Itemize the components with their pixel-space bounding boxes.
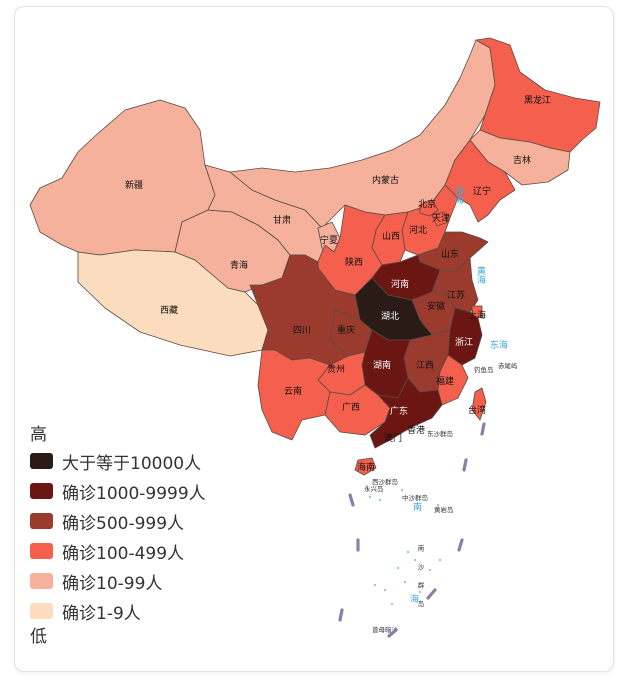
province-tianjin[interactable]	[431, 211, 449, 227]
legend-swatch	[30, 453, 53, 469]
label-guangxi: 广西	[342, 401, 360, 413]
label-guizhou: 贵州	[327, 363, 345, 375]
province-taiwan[interactable]	[471, 387, 487, 421]
label-hainan: 海南	[357, 461, 375, 473]
province-beijing[interactable]	[419, 199, 439, 217]
label-xinjiang: 新疆	[125, 179, 143, 191]
legend-item[interactable]: 确诊1000-9999人	[30, 476, 206, 506]
label-shanxi: 山西	[382, 231, 400, 242]
sea-nanhai-2: 海	[410, 593, 419, 605]
legend-swatch	[30, 513, 53, 529]
label-chongqing: 重庆	[337, 324, 355, 336]
sea-nanhai-1: 南	[413, 501, 422, 513]
label-neimenggu: 内蒙古	[372, 174, 399, 186]
label-shanghai: 上海	[468, 309, 486, 321]
province-hainan[interactable]	[354, 457, 377, 476]
label-guangdong: 广东	[390, 405, 408, 417]
label-jiangxi: 江西	[416, 360, 434, 371]
label-ningxia: 宁夏	[320, 234, 338, 246]
legend-high-label: 高	[30, 425, 47, 445]
label-henan: 河南	[391, 278, 409, 290]
label-tianjin: 天津	[432, 213, 450, 224]
island-zhongsha: 中沙群岛	[402, 493, 428, 502]
legend-low-label: 低	[30, 627, 47, 647]
island-huangyan: 黄岩岛	[434, 505, 454, 514]
legend-item-label: 确诊500-999人	[62, 513, 185, 534]
label-qinghai: 青海	[230, 259, 248, 271]
maritime-boundary	[338, 422, 486, 638]
legend-item-label: 确诊100-499人	[62, 543, 185, 564]
label-jiangsu: 江苏	[447, 289, 465, 301]
label-hunan: 湖南	[373, 359, 391, 371]
label-shandong: 山东	[441, 248, 459, 260]
legend-swatch	[30, 573, 53, 589]
legend-item-label: 确诊10-99人	[62, 573, 163, 594]
legend-item[interactable]: 确诊100-499人	[30, 536, 206, 566]
legend-swatch	[30, 483, 53, 499]
label-sichuan: 四川	[293, 326, 311, 336]
island-xisha: 西沙群岛	[372, 477, 398, 486]
label-heilongjiang: 黑龙江	[524, 94, 551, 106]
legend-item[interactable]: 大于等于10000人	[30, 446, 206, 476]
legend-swatch	[30, 543, 53, 559]
legend-item[interactable]: 确诊10-99人	[30, 566, 206, 596]
label-hebei: 河北	[409, 224, 427, 236]
label-zhejiang: 浙江	[455, 336, 473, 348]
legend-item-label: 大于等于10000人	[62, 453, 202, 474]
label-liaoning: 辽宁	[473, 185, 491, 197]
island-diaoyu: 钓鱼岛	[474, 365, 494, 374]
legend-item[interactable]: 确诊1-9人	[30, 596, 206, 626]
label-taiwan: 台湾	[468, 404, 486, 416]
legend-swatch	[30, 603, 53, 619]
island-zengmu: 曾母暗沙	[372, 625, 399, 634]
label-xizang: 西藏	[160, 304, 178, 316]
label-fujian: 福建	[436, 375, 454, 387]
label-xianggang: 香港	[407, 424, 425, 436]
province-guangdong[interactable]	[369, 377, 443, 449]
island-yongxing: 永兴岛	[364, 484, 384, 493]
label-shaanxi: 陕西	[345, 256, 363, 268]
sea-donghai: 东海	[490, 339, 508, 351]
sea-bohai: 渤海	[453, 185, 464, 205]
province-heilongjiang[interactable]	[475, 37, 601, 153]
map-legend: 高 大于等于10000人 确诊1000-9999人 确诊500-999人 确诊100-…	[30, 424, 206, 648]
label-beijing: 北京	[418, 198, 436, 210]
label-jilin: 吉林	[513, 154, 531, 166]
sea-huanghai: 黄海	[475, 265, 486, 285]
island-nansha: 南沙群岛	[416, 544, 424, 619]
label-gansu: 甘肃	[273, 214, 291, 226]
label-hubei: 湖北	[381, 311, 399, 322]
legend-item[interactable]: 确诊500-999人	[30, 506, 206, 536]
label-yunnan: 云南	[284, 385, 302, 397]
island-chiwei: 赤尾屿	[498, 361, 518, 370]
label-anhui: 安徽	[427, 300, 445, 312]
legend-item-label: 确诊1-9人	[62, 603, 141, 624]
label-aomen: 澳门	[384, 432, 402, 444]
legend-item-label: 确诊1000-9999人	[62, 483, 206, 504]
south-sea-islands	[369, 489, 441, 605]
island-dongsha: 东沙群岛	[427, 429, 453, 438]
